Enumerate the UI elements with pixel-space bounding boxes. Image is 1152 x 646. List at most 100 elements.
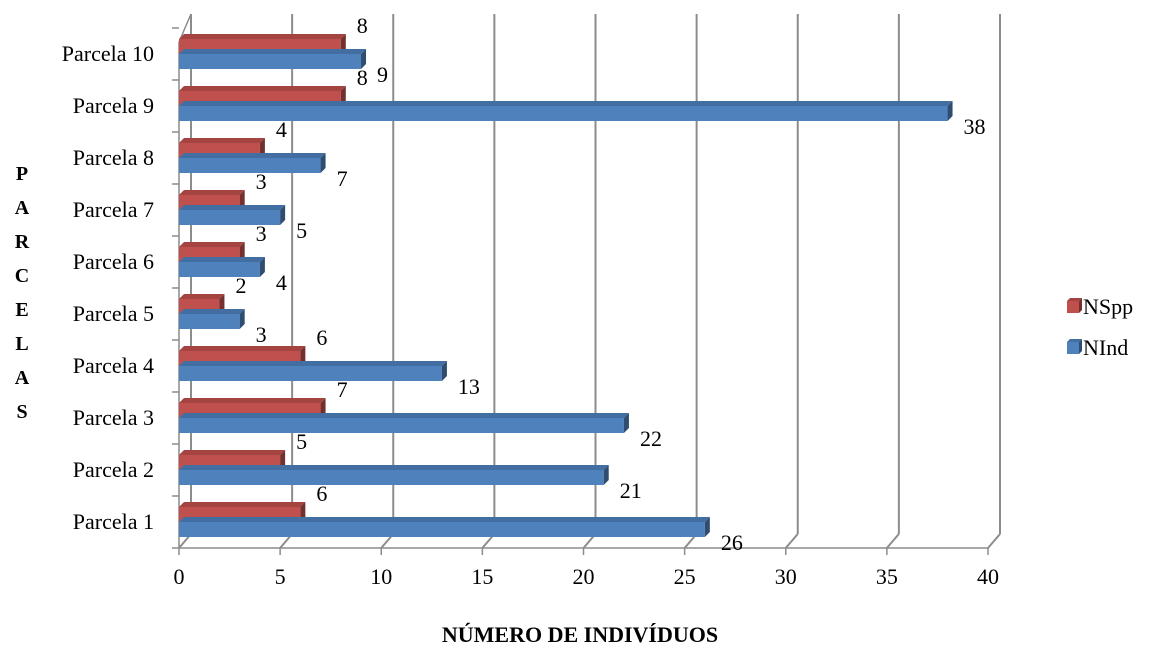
category-label: Parcela 3 — [73, 405, 154, 430]
x-tick-labels: 0 5 10 15 20 25 30 35 40 — [174, 564, 1000, 589]
bar-top-face — [179, 138, 265, 143]
bar-front-face — [179, 54, 362, 69]
bar-front-face — [179, 522, 705, 537]
y-axis-title-letter: A — [15, 367, 30, 389]
x-tick-label: 5 — [275, 564, 286, 589]
floor-line — [886, 533, 900, 549]
category-label: Parcela 9 — [73, 93, 154, 118]
data-label: 7 — [337, 377, 348, 402]
category-label: Parcela 4 — [73, 353, 154, 378]
y-axis-title-letter: C — [15, 265, 29, 287]
y-axis-title-letter: L — [15, 333, 28, 355]
bar-top-face — [179, 294, 225, 299]
data-label: 38 — [964, 114, 986, 139]
data-label: 6 — [316, 481, 327, 506]
bar-nind — [179, 517, 710, 537]
bar-end-face — [603, 465, 609, 485]
bar-nind — [179, 49, 367, 69]
bar-front-face — [179, 210, 281, 225]
x-tick-label: 35 — [876, 564, 898, 589]
bar-top-face — [179, 502, 306, 507]
data-label: 26 — [721, 530, 743, 555]
legend-swatch-front — [1067, 342, 1079, 354]
bar-nind — [179, 309, 245, 329]
legend-swatch-side — [1079, 339, 1082, 354]
y-axis-title-letter: R — [15, 231, 30, 253]
category-label: Parcela 10 — [62, 41, 154, 66]
bar-top-face — [179, 309, 245, 314]
y-axis-title-letter: P — [16, 163, 28, 185]
bars — [179, 34, 953, 537]
y-axis-title-letter: S — [16, 401, 27, 423]
data-label: 6 — [316, 325, 327, 350]
y-axis-title-letter: A — [15, 197, 30, 219]
category-label: Parcela 5 — [73, 301, 154, 326]
bar-end-face — [704, 517, 710, 537]
bar-front-face — [179, 366, 442, 381]
bar-nind — [179, 153, 326, 173]
x-tick-label: 20 — [573, 564, 595, 589]
x-tick-label: 25 — [674, 564, 696, 589]
bar-top-face — [179, 450, 286, 455]
legend-swatch-nspp — [1067, 298, 1082, 313]
bar-end-face — [320, 153, 326, 173]
bar-top-face — [179, 101, 953, 106]
data-label: 4 — [276, 117, 287, 142]
bar-end-face — [361, 49, 367, 69]
bar-top-face — [179, 465, 609, 470]
bar-nind — [179, 361, 447, 381]
bar-top-face — [179, 242, 245, 247]
data-label: 5 — [296, 218, 307, 243]
bar-end-face — [441, 361, 447, 381]
data-label: 2 — [235, 273, 246, 298]
bar-top-face — [179, 190, 245, 195]
x-tick-label: 15 — [471, 564, 493, 589]
bar-nind — [179, 257, 265, 277]
legend-swatch-top — [1067, 298, 1082, 301]
bar-nind — [179, 413, 629, 433]
bar-front-face — [179, 158, 321, 173]
bar-end-face — [259, 257, 265, 277]
legend-label: NInd — [1083, 335, 1128, 360]
data-label: 8 — [357, 13, 368, 38]
data-label: 22 — [640, 426, 662, 451]
bar-top-face — [179, 49, 367, 54]
data-label: 3 — [256, 169, 267, 194]
bar-end-face — [280, 205, 286, 225]
bar-top-face — [179, 205, 286, 210]
legend-label: NSpp — [1083, 294, 1133, 319]
category-label: Parcela 7 — [73, 197, 154, 222]
legend: NSpp NInd — [1067, 294, 1133, 360]
data-label: 5 — [296, 429, 307, 454]
legend-swatch-side — [1079, 298, 1082, 313]
bar-front-face — [179, 262, 260, 277]
bar-top-face — [179, 34, 346, 39]
bar-end-face — [623, 413, 629, 433]
bar-top-face — [179, 257, 265, 262]
bar-nind — [179, 205, 286, 225]
category-label: Parcela 1 — [73, 509, 154, 534]
y-axis-title-letter: E — [15, 299, 28, 321]
bar-front-face — [179, 106, 948, 121]
legend-swatch-top — [1067, 339, 1082, 342]
data-label: 7 — [337, 166, 348, 191]
bar-end-face — [947, 101, 953, 121]
bar-top-face — [179, 86, 346, 91]
bar-front-face — [179, 418, 624, 433]
data-label: 3 — [256, 221, 267, 246]
bar-top-face — [179, 398, 326, 403]
x-axis-title: NÚMERO DE INDIVÍDUOS — [442, 622, 718, 646]
bar-top-face — [179, 413, 629, 418]
x-tick-label: 40 — [977, 564, 999, 589]
bar-end-face — [239, 309, 245, 329]
data-label: 8 — [357, 65, 368, 90]
data-label: 13 — [458, 374, 480, 399]
x-tick-label: 10 — [370, 564, 392, 589]
data-label: 9 — [377, 62, 388, 87]
bar-top-face — [179, 153, 326, 158]
floor-line — [784, 533, 799, 549]
bar-top-face — [179, 346, 306, 351]
